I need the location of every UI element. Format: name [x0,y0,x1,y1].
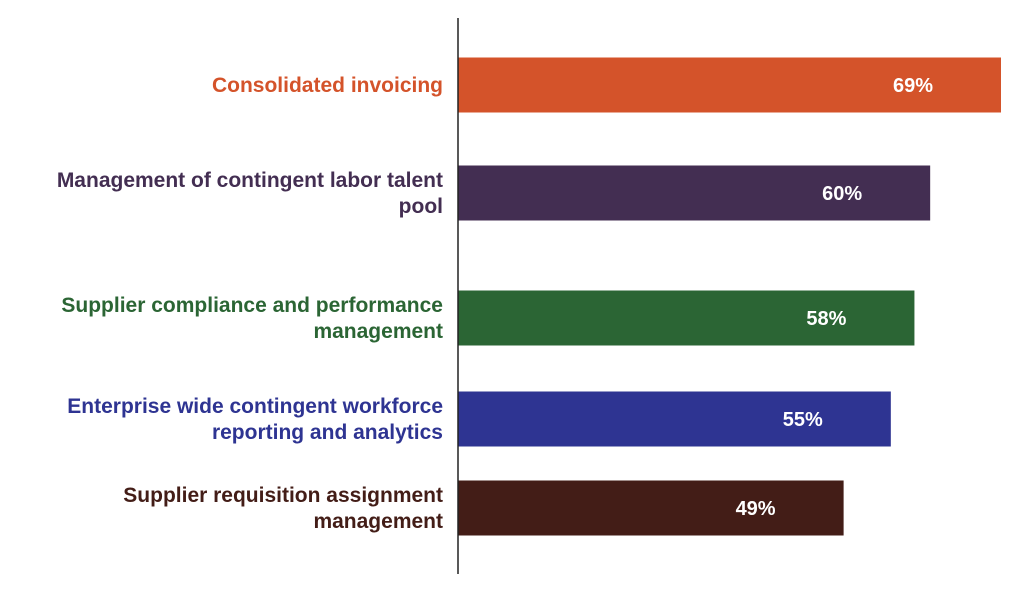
bar-group: 58% Supplier compliance and performance ma… [61,290,915,346]
category-label: Management of contingent labor talent poo… [57,169,443,218]
category-label-line: Consolidated invoicing [212,74,443,97]
bar-group: 49% Supplier requisition assignment manage… [123,480,844,536]
category-label: Enterprise wide contingent workforce repo… [67,395,443,444]
bar [458,165,931,221]
bar [458,57,1001,113]
category-label: Consolidated invoicing [212,74,443,97]
category-label-line: management [313,320,443,343]
category-label-line: management [313,510,443,533]
bar [458,391,891,447]
bar [458,290,915,346]
data-label: 60% [822,183,862,205]
data-label: 55% [783,409,823,431]
bar-group: 60% Management of contingent labor talent… [57,165,931,221]
data-label: 49% [736,498,776,520]
data-label: 69% [893,75,933,97]
bar [458,480,844,536]
category-label-line: Enterprise wide contingent workforce [67,395,443,418]
category-label-line: pool [399,195,443,218]
category-label-line: Management of contingent labor talent [57,169,443,192]
bar-group: 55% Enterprise wide contingent workforce r… [67,391,891,447]
bar-group: 69% Consolidated invoicing [212,57,1001,113]
category-label-line: Supplier compliance and performance [61,294,443,317]
category-label-line: reporting and analytics [212,421,443,444]
category-label-line: Supplier requisition assignment [123,484,443,507]
category-label: Supplier compliance and performance manag… [61,294,443,343]
category-label: Supplier requisition assignment managemen… [123,484,443,533]
data-label: 58% [806,308,846,330]
